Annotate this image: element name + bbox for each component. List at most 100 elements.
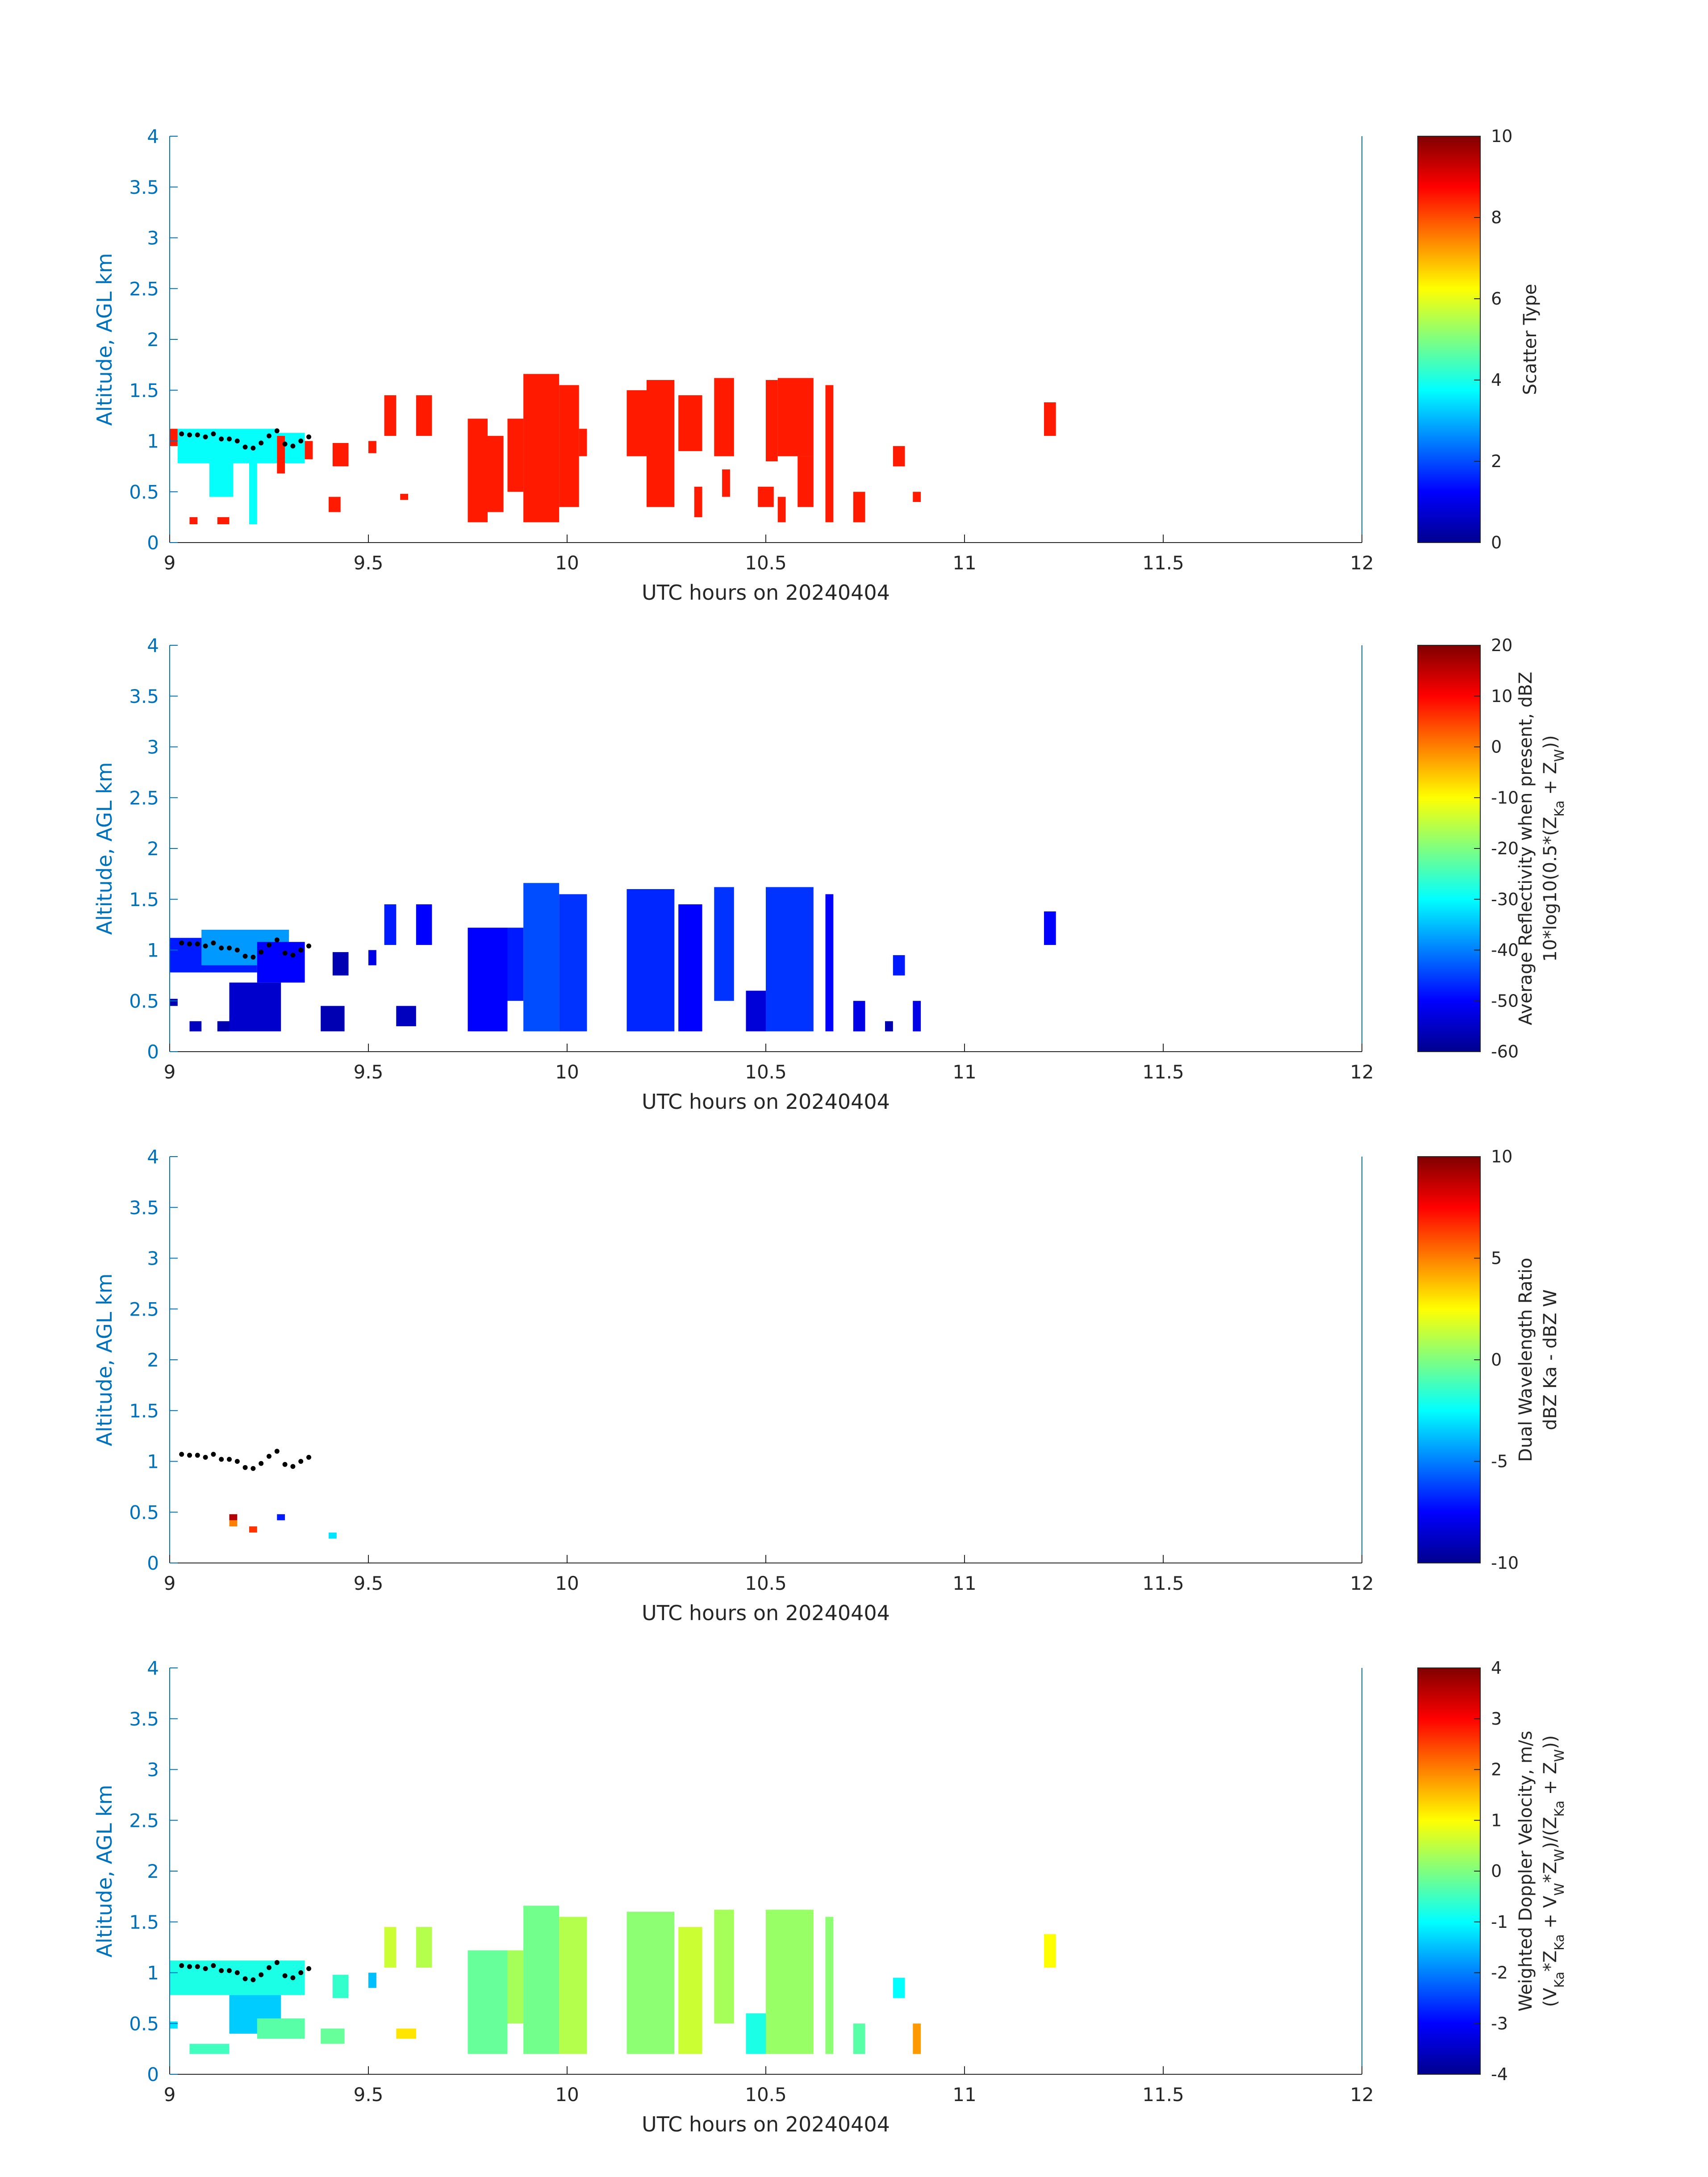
x-tick-label: 10 (555, 552, 579, 574)
heatmap-cell (853, 2023, 865, 2054)
heatmap-cell (416, 1927, 432, 1968)
y-tick-label: 1.5 (129, 889, 159, 911)
y-tick-label: 1 (147, 430, 159, 452)
cloud-base-dot (306, 1966, 311, 1971)
x-tick-label: 10 (555, 2084, 579, 2106)
heatmap-cell (766, 1910, 814, 2054)
cloud-base-dot (259, 1461, 264, 1466)
heatmap-cell (722, 469, 730, 497)
heatmap-cell (217, 517, 230, 524)
heatmap-cell (332, 952, 349, 976)
x-tick-label: 11 (952, 1061, 976, 1083)
cloud-base-dot (203, 1454, 208, 1460)
y-tick-label: 0 (147, 532, 159, 554)
heatmap-cell (229, 982, 281, 1032)
heatmap-cell (189, 517, 198, 524)
cloud-base-dot (195, 432, 200, 438)
heatmap-cell (468, 928, 508, 1032)
x-axis-label: UTC hours on 20240404 (642, 1601, 890, 1625)
heatmap-cell (559, 894, 587, 1032)
y-tick-label: 3 (147, 736, 159, 758)
heatmap-cell (678, 395, 702, 451)
colorbar-label: (VKa*ZKa + VW*ZW)/(ZKa + ZW)) (1540, 1735, 1567, 2007)
colorbar-gradient (1417, 1667, 1481, 2075)
cloud-base-dot (234, 1970, 240, 1975)
colorbar: 0 2 4 6 8 10 Scatter Type (1417, 126, 1541, 552)
colorbar-tick-label: 0 (1491, 533, 1502, 552)
y-tick-label: 0 (147, 1041, 159, 1063)
x-tick-label: 11 (952, 2084, 976, 2106)
y-axis-label: Altitude, AGL km (92, 1273, 117, 1446)
heatmap-cell (396, 1006, 416, 1027)
heatmap-cell (189, 1021, 202, 1032)
heatmap-cell (209, 463, 234, 497)
cloud-base-dot (282, 1973, 288, 1978)
cloud-base-dots (179, 428, 311, 451)
y-axis-label: Altitude, AGL km (92, 1784, 117, 1957)
heatmap-cell (714, 1910, 734, 2024)
heatmap-cells (170, 883, 1056, 1032)
colorbar-tick-label: 2 (1491, 1760, 1502, 1780)
y-tick-label: 3 (147, 1759, 159, 1781)
colorbar-gradient (1417, 1156, 1481, 1563)
cloud-base-dot (290, 443, 296, 449)
x-tick-label: 9.5 (354, 1572, 384, 1594)
y-axis-label: Altitude, AGL km (92, 762, 117, 935)
heatmap-cell (559, 1917, 587, 2054)
y-tick-label: 4 (147, 1657, 159, 1679)
heatmap-cell (257, 2018, 305, 2039)
cloud-base-dot (195, 941, 200, 947)
y-tick-label: 2.5 (129, 278, 159, 300)
colorbar-tick-label: 3 (1491, 1709, 1502, 1729)
x-tick-label: 9 (164, 1572, 176, 1594)
heatmap-cell (678, 1927, 702, 2054)
heatmap-cell (825, 385, 834, 522)
colorbar-tick-label: 2 (1491, 451, 1502, 471)
heatmap-cell (825, 894, 834, 1032)
heatmap-cell (714, 378, 734, 456)
colorbar-tick-label: 20 (1491, 635, 1512, 655)
cloud-base-dot (203, 434, 208, 439)
heatmap-cell (893, 955, 905, 976)
colorbar-label: 10*log10(0.5*(ZKa + ZW)) (1540, 735, 1567, 962)
heatmap-cell (384, 904, 397, 945)
x-tick-label: 10.5 (745, 1061, 787, 1083)
heatmap-cell (507, 1950, 524, 2024)
x-tick-label: 11.5 (1142, 2084, 1184, 2106)
x-tick-label: 11.5 (1142, 1061, 1184, 1083)
heatmap-cells (170, 1905, 1056, 2054)
y-tick-label: 3.5 (129, 176, 159, 198)
cloud-base-dot (274, 1960, 280, 1965)
x-tick-label: 9.5 (354, 2084, 384, 2106)
y-tick-label: 1.5 (129, 1400, 159, 1422)
heatmap-cell (384, 395, 397, 436)
heatmap-cell (893, 1977, 905, 1998)
cloud-base-dot (203, 943, 208, 949)
heatmap-cell (332, 443, 349, 467)
heatmap-cell (626, 889, 675, 1032)
y-tick-label: 2 (147, 1860, 159, 1882)
cloud-base-dot (234, 1459, 240, 1464)
y-tick-label: 0.5 (129, 1501, 159, 1523)
x-axis-label: UTC hours on 20240404 (642, 1090, 890, 1114)
cloud-base-dot (219, 436, 224, 442)
heatmap-cell (332, 1975, 349, 1998)
cloud-base-dot (195, 1964, 200, 1969)
y-tick-label: 1.5 (129, 380, 159, 401)
cloud-base-dot (274, 937, 280, 943)
colorbar-gradient (1417, 136, 1481, 543)
heatmap-cell (468, 418, 488, 522)
heatmap-cell (507, 418, 524, 492)
cloud-base-dot (251, 1977, 256, 1982)
heatmap-cell (177, 429, 277, 464)
colorbar: -4 -3 -2 -1 0 1 2 3 4 Weighted Doppler Velocity, … (1417, 1658, 1567, 2084)
heatmap-cell (758, 486, 774, 507)
cloud-base-dot (227, 436, 232, 442)
colorbar-tick-label: 6 (1491, 289, 1502, 309)
colorbar-tick-label: -4 (1491, 2064, 1508, 2084)
heatmap-cell (523, 374, 560, 522)
heatmap-cell (400, 493, 408, 500)
